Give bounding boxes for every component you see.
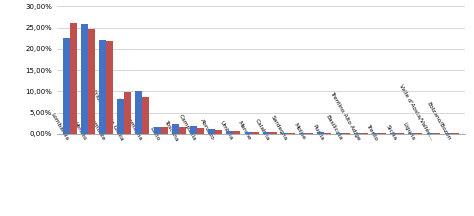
Bar (379, 133, 386, 134)
Bar (270, 132, 277, 134)
Bar (299, 133, 306, 134)
Bar (318, 132, 324, 134)
Bar (124, 92, 131, 134)
Bar (233, 131, 240, 134)
Bar (452, 133, 459, 134)
Bar (415, 133, 422, 134)
Bar (281, 133, 288, 134)
Bar (227, 130, 233, 134)
Bar (179, 127, 186, 134)
Bar (88, 29, 95, 134)
Bar (324, 133, 331, 134)
Bar (372, 133, 379, 134)
Bar (215, 130, 222, 134)
Bar (427, 133, 434, 134)
Bar (354, 133, 361, 134)
Bar (288, 133, 295, 134)
Bar (142, 97, 149, 134)
Bar (197, 127, 204, 134)
Bar (306, 133, 313, 134)
Bar (117, 99, 124, 134)
Bar (252, 132, 258, 134)
Bar (208, 129, 215, 134)
Bar (336, 133, 343, 134)
Bar (161, 127, 167, 134)
Bar (81, 24, 88, 134)
Bar (99, 40, 106, 134)
Bar (245, 132, 252, 134)
Bar (263, 132, 270, 134)
Bar (390, 133, 397, 134)
Bar (63, 38, 70, 134)
Bar (434, 133, 440, 134)
Bar (106, 41, 113, 134)
Bar (70, 23, 76, 134)
Bar (172, 124, 179, 134)
Bar (154, 127, 161, 134)
Bar (445, 133, 452, 134)
Bar (343, 133, 349, 134)
Bar (361, 133, 368, 134)
Bar (190, 126, 197, 134)
Bar (397, 133, 404, 134)
Bar (409, 133, 415, 134)
Bar (136, 91, 142, 134)
